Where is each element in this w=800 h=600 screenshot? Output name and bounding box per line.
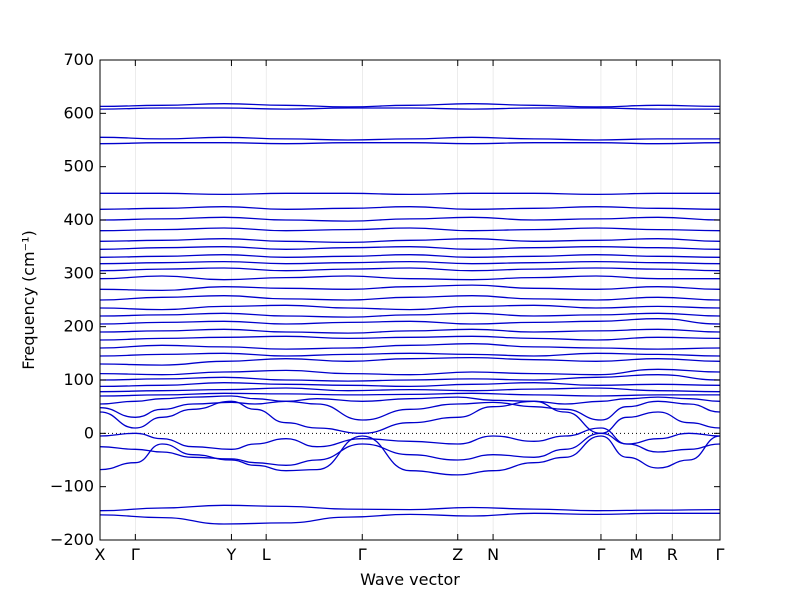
band-line-7 xyxy=(99,395,721,405)
y-tick-label: 600 xyxy=(63,103,94,122)
plot-area xyxy=(100,60,720,540)
band-line-22 xyxy=(99,284,721,292)
y-tick-label: 500 xyxy=(63,157,94,176)
y-tick-label: −100 xyxy=(50,477,94,496)
band-line-25 xyxy=(99,260,721,265)
band-line-24 xyxy=(99,267,721,272)
x-axis-label: Wave vector xyxy=(360,570,460,589)
band-line-29 xyxy=(99,227,721,232)
kpoint-label: Y xyxy=(226,545,237,564)
kpoint-label: N xyxy=(487,545,499,564)
band-line-2 xyxy=(99,435,721,476)
band-line-18 xyxy=(99,318,721,325)
band-line-36 xyxy=(99,103,721,108)
band-line-19 xyxy=(99,312,721,318)
band-line-8 xyxy=(99,392,720,397)
kpoint-label: X xyxy=(95,545,106,564)
y-tick-label: 100 xyxy=(63,370,94,389)
band-line-23 xyxy=(99,275,720,281)
kpoint-label: Γ xyxy=(358,545,367,564)
kpoint-label: Γ xyxy=(596,545,605,564)
band-line-11 xyxy=(99,374,721,382)
kpoint-label: Z xyxy=(452,545,463,564)
y-tick-label: −200 xyxy=(50,530,94,549)
band-line-14 xyxy=(99,352,721,357)
y-tick-label: 400 xyxy=(63,210,94,229)
band-line-32 xyxy=(100,192,721,196)
band-line-16 xyxy=(99,335,721,341)
y-axis-label: Frequency (cm⁻¹) xyxy=(19,230,38,369)
band-line-20 xyxy=(99,304,721,311)
band-line-28 xyxy=(99,238,721,244)
y-tick-label: 300 xyxy=(63,263,94,282)
band-line-9 xyxy=(99,387,721,393)
band-line-31 xyxy=(99,206,721,210)
y-tick-label: 0 xyxy=(84,423,94,442)
band-line-17 xyxy=(99,328,721,334)
band-line-13 xyxy=(99,356,721,366)
band-line-6 xyxy=(99,400,721,421)
band-line-35 xyxy=(99,107,720,110)
kpoint-label: Γ xyxy=(716,545,725,564)
band-line-27 xyxy=(99,246,721,250)
band-line-3 xyxy=(99,432,721,466)
band-line-21 xyxy=(99,295,721,301)
kpoint-label: L xyxy=(262,545,271,564)
band-lines xyxy=(99,103,721,525)
band-line-12 xyxy=(99,368,721,376)
kpoint-label: R xyxy=(667,545,678,564)
band-line-10 xyxy=(99,382,721,388)
band-line-33 xyxy=(99,142,721,145)
band-line-5 xyxy=(99,400,721,434)
plot-frame xyxy=(99,59,721,541)
band-line-1 xyxy=(99,504,721,512)
band-line-4 xyxy=(99,427,721,450)
y-tick-label: 200 xyxy=(63,317,94,336)
y-tick-label: 700 xyxy=(63,50,94,69)
kpoint-label: M xyxy=(629,545,643,564)
band-line-15 xyxy=(99,343,721,350)
band-line-34 xyxy=(99,136,720,141)
y-axis-ticks: −200 −100 0 100 200 300 400 500 600 700 xyxy=(50,50,720,549)
kpoint-label: Γ xyxy=(131,545,140,564)
band-line-26 xyxy=(99,254,721,258)
band-line-30 xyxy=(99,216,721,222)
band-line-0 xyxy=(99,512,720,525)
